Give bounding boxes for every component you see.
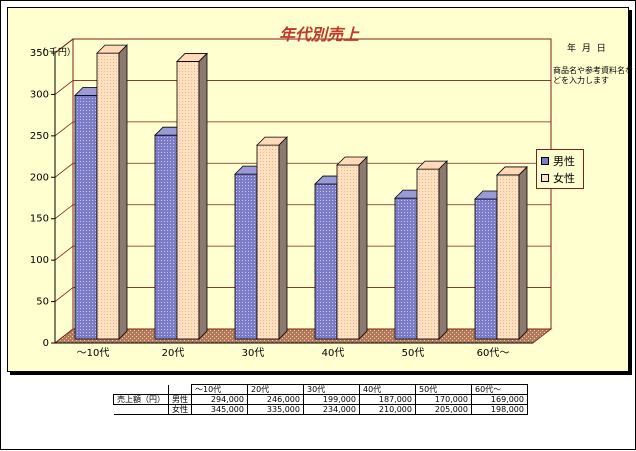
y-tick-label: 200 bbox=[30, 172, 49, 183]
table-cell: 345,000 bbox=[191, 404, 248, 415]
x-tick-label: 60代～ bbox=[477, 347, 510, 359]
table-cell: 294,000 bbox=[191, 394, 248, 405]
bar-female bbox=[96, 44, 128, 340]
y-tick-label: 100 bbox=[30, 255, 49, 266]
note-text: 商品名や参考資料名などを入力します bbox=[553, 66, 633, 85]
table-cell: 169,000 bbox=[471, 394, 528, 405]
table-cell: 246,000 bbox=[247, 394, 304, 405]
bar-female bbox=[176, 52, 208, 340]
bar-front bbox=[394, 197, 418, 340]
table-row-header: 売上額（円） bbox=[113, 394, 169, 405]
bar-side bbox=[278, 136, 288, 340]
bar-side bbox=[118, 44, 128, 340]
bar-side bbox=[518, 165, 528, 340]
bar-side bbox=[198, 52, 208, 340]
gridline bbox=[54, 245, 551, 261]
bar-front bbox=[336, 164, 360, 340]
table-cell: 234,000 bbox=[303, 404, 360, 415]
chart-title: 年代別売上 bbox=[278, 25, 359, 44]
y-tick-label: 300 bbox=[30, 89, 49, 100]
table-row-female: 女性 345,000 335,000 234,000 210,000 205,0… bbox=[113, 404, 528, 415]
table-header-row: ～10代 20代 30代 40代 50代 60代～ bbox=[113, 384, 528, 395]
bar-female bbox=[256, 136, 288, 340]
bar-front bbox=[74, 95, 98, 340]
legend-label-male: 男性 bbox=[553, 154, 575, 168]
table-cell: 210,000 bbox=[359, 404, 416, 415]
table-cell: 199,000 bbox=[303, 394, 360, 405]
table-row-header-empty bbox=[113, 404, 169, 415]
table-corner-cell bbox=[113, 384, 169, 395]
y-tick-label: 150 bbox=[30, 214, 49, 225]
chart-legend: 男性 女性 bbox=[536, 149, 584, 189]
y-tick-label: 250 bbox=[30, 131, 49, 142]
table-cell: 335,000 bbox=[247, 404, 304, 415]
x-tick-label: 20代 bbox=[162, 347, 185, 359]
table-col-header: 50代 bbox=[415, 384, 472, 395]
legend-item-male: 男性 bbox=[541, 152, 579, 169]
y-axis-unit-label: （ 千円） bbox=[37, 48, 76, 58]
bar-front bbox=[96, 52, 120, 340]
x-tick-label: 40代 bbox=[322, 347, 345, 359]
bar-front bbox=[496, 174, 520, 340]
x-tick-label: 50代 bbox=[402, 347, 425, 359]
y-tick-label: 0 bbox=[43, 338, 49, 349]
bar-side bbox=[358, 156, 368, 340]
date-label: 年 月 日 bbox=[567, 44, 606, 54]
bar-front bbox=[416, 168, 440, 340]
gridline bbox=[54, 287, 551, 302]
table-cell: 187,000 bbox=[359, 394, 416, 405]
legend-label-female: 女性 bbox=[553, 171, 575, 185]
bar-front bbox=[234, 173, 258, 340]
table-col-header: 30代 bbox=[303, 384, 360, 395]
table-row-male: 売上額（円） 男性 294,000 246,000 199,000 187,00… bbox=[113, 394, 528, 405]
bar-front bbox=[314, 183, 338, 340]
table-corner-cell bbox=[168, 384, 192, 395]
gridline bbox=[54, 204, 551, 220]
y-tick-label: 350 bbox=[30, 48, 49, 59]
table-col-header: ～10代 bbox=[191, 384, 248, 395]
legend-item-female: 女性 bbox=[541, 169, 579, 186]
legend-swatch-female bbox=[541, 173, 549, 182]
table-col-header: 40代 bbox=[359, 384, 416, 395]
table-row-label: 男性 bbox=[168, 394, 192, 405]
data-table: ～10代 20代 30代 40代 50代 60代～ 売上額（円） 男性 294,… bbox=[113, 384, 528, 415]
table-cell: 170,000 bbox=[415, 394, 472, 405]
gridline bbox=[54, 162, 551, 178]
x-tick-label: 30代 bbox=[242, 347, 265, 359]
x-tick-label: ～10代 bbox=[77, 347, 110, 359]
legend-swatch-male bbox=[541, 156, 549, 165]
bar-side bbox=[438, 160, 448, 340]
table-col-header: 60代～ bbox=[471, 384, 528, 395]
gridline bbox=[54, 80, 551, 95]
side-wall bbox=[54, 37, 74, 345]
y-tick-label: 50 bbox=[36, 297, 49, 308]
table-col-header: 20代 bbox=[247, 384, 304, 395]
bar-female bbox=[416, 160, 448, 340]
back-wall bbox=[72, 38, 552, 330]
gridline bbox=[54, 121, 551, 137]
bar-front bbox=[176, 61, 200, 340]
table-row-label: 女性 bbox=[168, 404, 192, 415]
bar-female bbox=[336, 156, 368, 340]
bar-front bbox=[474, 198, 498, 340]
bar-female bbox=[496, 165, 528, 340]
bar-front bbox=[256, 144, 280, 340]
gridline bbox=[54, 38, 551, 54]
table-cell: 198,000 bbox=[471, 404, 528, 415]
table-cell: 205,000 bbox=[415, 404, 472, 415]
bar-front bbox=[154, 134, 178, 340]
